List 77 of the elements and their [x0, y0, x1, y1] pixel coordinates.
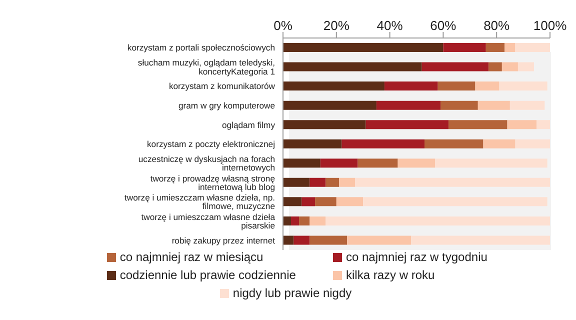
- bar: [499, 82, 548, 91]
- y-tick-label: korzystam z poczty elektronicznej: [147, 139, 276, 150]
- bar: [326, 216, 550, 226]
- bar: [283, 216, 292, 226]
- bar: [294, 236, 310, 245]
- bar: [504, 43, 516, 52]
- bar: [486, 43, 505, 52]
- bar: [448, 120, 508, 130]
- x-tick-label: 60%: [430, 18, 457, 33]
- y-tick-label: korzystam z komunikatorów: [168, 81, 276, 92]
- bar: [422, 62, 489, 72]
- y-tick-label: tworzę i umieszczam własne dzieła, np. filmowe, muzyczne: [124, 192, 276, 212]
- bar: [283, 43, 444, 52]
- bar: [315, 197, 336, 206]
- bar: [302, 197, 316, 206]
- bar: [510, 100, 545, 110]
- bar: [283, 178, 310, 187]
- bar: [291, 216, 300, 226]
- bar: [363, 197, 548, 206]
- bar: [283, 82, 384, 91]
- legend-label: co najmniej raz w miesiącu: [120, 250, 264, 264]
- legend-label: nigdy lub prawie nigdy: [232, 286, 352, 300]
- x-tick-label: 100%: [533, 18, 568, 33]
- bar: [326, 178, 340, 187]
- bar: [358, 158, 398, 168]
- bar: [424, 139, 484, 148]
- bar: [283, 139, 342, 148]
- bar: [488, 62, 502, 72]
- bar: [366, 120, 449, 130]
- y-tick-label: tworzę i umieszczam własne dzieła pisarskie: [141, 212, 276, 230]
- bar: [283, 120, 366, 130]
- x-tick-label: 40%: [376, 18, 404, 33]
- y-tick-label: uczestniczę w dyskusjach na forach internetowych: [138, 154, 276, 173]
- bar: [440, 100, 478, 110]
- bar: [283, 197, 302, 206]
- bar: [443, 43, 486, 52]
- bar: [515, 43, 550, 52]
- y-tick-label: robię zakupy przez internet: [172, 235, 276, 246]
- bar: [299, 216, 310, 226]
- bar: [347, 236, 412, 245]
- bar: [515, 139, 550, 148]
- bar: [355, 178, 550, 187]
- y-tick-label: tworzę i prowadzę własną stronę internetową lub blog: [150, 173, 276, 192]
- x-tick-label: 0%: [274, 18, 293, 33]
- bar: [283, 158, 320, 168]
- bar: [283, 100, 376, 110]
- bar: [411, 236, 550, 245]
- y-tick-label: oglądam filmy: [222, 120, 276, 130]
- bar: [310, 236, 348, 245]
- legend-label: codziennie lub prawie codziennie: [120, 268, 296, 282]
- bar: [310, 178, 326, 187]
- legend-label: co najmniej raz w tygodniu: [346, 250, 488, 264]
- y-tick-label: korzystam z portali społecznościowych: [127, 42, 276, 53]
- bar: [536, 120, 550, 130]
- bar: [342, 139, 425, 148]
- x-tick-label: 20%: [323, 18, 350, 33]
- bar: [435, 158, 548, 168]
- bar: [507, 120, 537, 130]
- bar: [320, 158, 358, 168]
- y-tick-label: słucham muzyki, oglądam teledyski, koncertyKategoria 1: [138, 58, 276, 76]
- bar: [478, 100, 510, 110]
- bar: [398, 158, 436, 168]
- bar: [283, 236, 294, 245]
- bar: [438, 82, 476, 91]
- bar: [310, 216, 326, 226]
- legend-label: kilka razy w roku: [346, 268, 435, 282]
- bar: [339, 178, 356, 187]
- x-tick-label: 80%: [484, 18, 510, 33]
- bar: [518, 62, 534, 72]
- bar: [475, 82, 500, 91]
- bar: [502, 62, 518, 72]
- bar: [283, 62, 422, 72]
- y-tick-label: gram w gry komputerowe: [178, 100, 276, 111]
- bar: [384, 82, 438, 91]
- bar: [336, 197, 364, 206]
- bar: [376, 100, 441, 110]
- bar: [483, 139, 516, 148]
